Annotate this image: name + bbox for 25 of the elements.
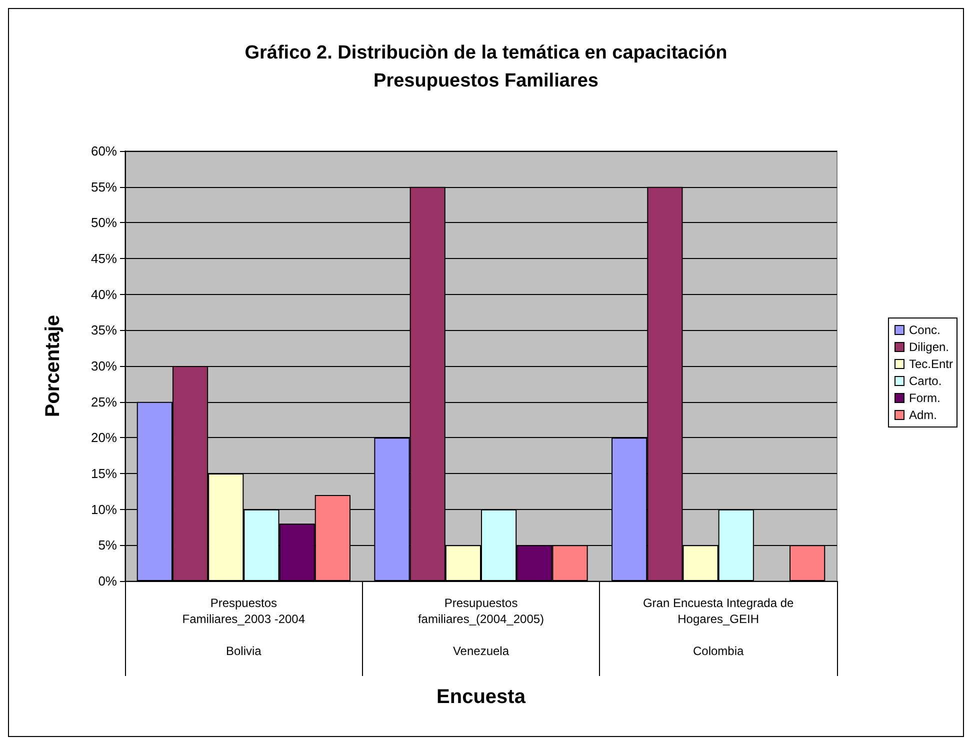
y-tick-label: 10%	[90, 502, 118, 517]
category-label: Prespuestos Familiares_2003 -2004 Bolivia	[182, 596, 306, 658]
y-tick-label: 50%	[90, 215, 118, 230]
legend-label: Diligen.	[908, 340, 950, 354]
y-tick-label: 0%	[98, 574, 118, 588]
x-axis-title: Encuesta	[436, 686, 526, 708]
y-tick-label: 15%	[90, 466, 118, 481]
y-tick-label: 35%	[90, 322, 118, 338]
y-tick-label: 60%	[90, 144, 118, 158]
y-tick-label: 55%	[90, 179, 118, 194]
legend-label: Carto.	[908, 374, 942, 388]
legend-label: Adm.	[908, 408, 937, 422]
y-tick-label: 5%	[98, 538, 118, 553]
category-label: Gran Encuesta Integrada de Hogares_GEIH Colombia	[642, 596, 794, 658]
y-tick-label: 20%	[90, 430, 118, 446]
y-tick-label: 40%	[90, 286, 118, 302]
category-label: Presupuestos familiares_(2004_2005) Venezuela	[418, 596, 544, 658]
y-tick-label: 45%	[90, 251, 118, 266]
legend-label: Tec.Entr	[908, 357, 954, 371]
legend-label: Form.	[908, 391, 940, 405]
y-tick-label: 30%	[90, 358, 118, 374]
y-axis-title: Porcentaje	[42, 314, 64, 418]
legend-label: Conc.	[908, 323, 940, 337]
chart-title: Gráfico 2. Distribuciòn de la temática en capacitación Presupuestos Familiares	[244, 42, 728, 92]
y-tick-label: 25%	[90, 394, 118, 410]
